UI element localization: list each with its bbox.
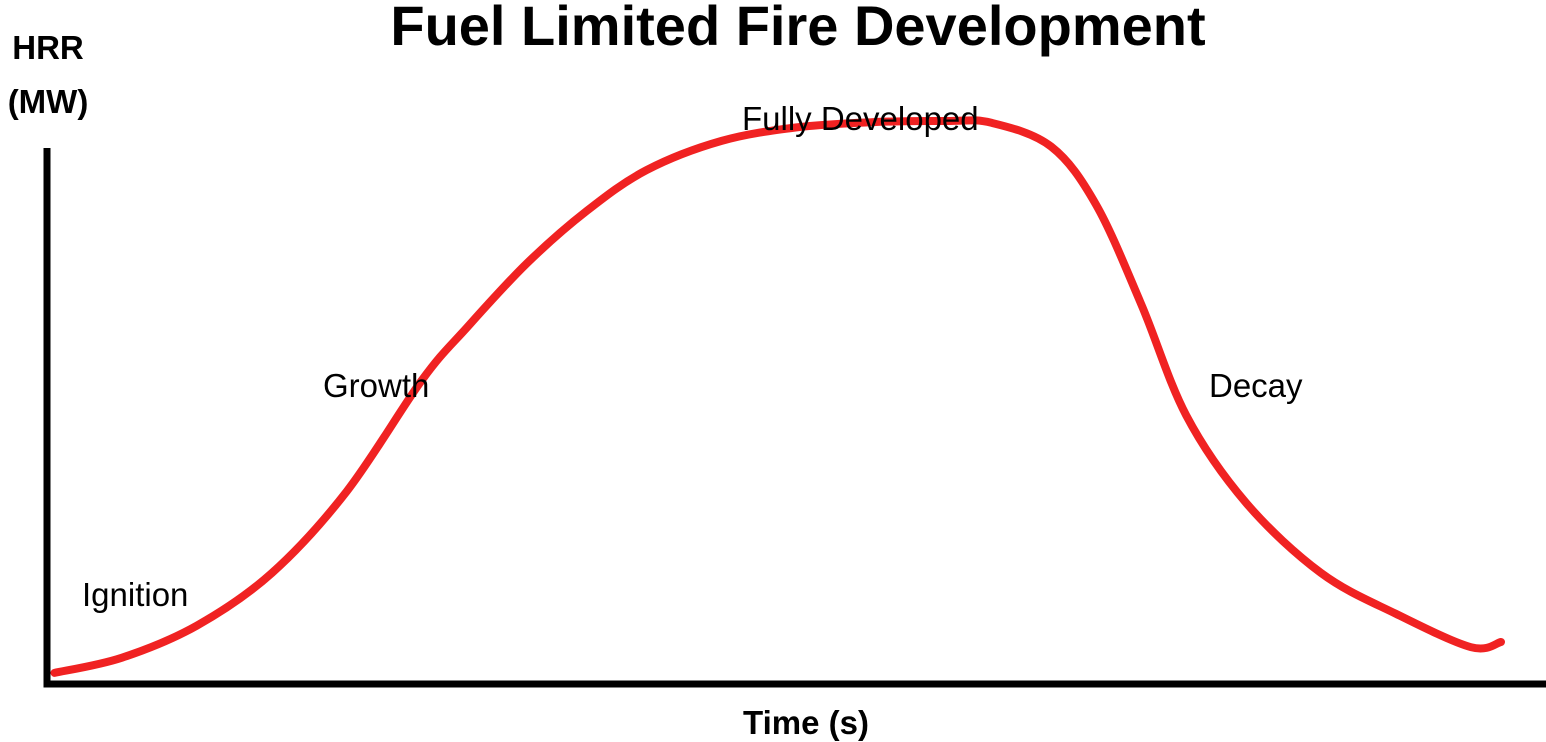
series-line-hrr [50, 116, 1505, 677]
annotation-ignition: Ignition [82, 576, 188, 613]
x-axis-label: Time (s) [743, 704, 869, 741]
y-axis-label-line-2: (MW) [8, 83, 89, 120]
annotation-growth: Growth [323, 367, 429, 404]
chart-title: Fuel Limited Fire Development [390, 0, 1205, 57]
y-axis-label-line-1: HRR [12, 29, 84, 66]
annotation-decay: Decay [1209, 367, 1303, 404]
annotation-fully-developed: Fully Developed [742, 100, 979, 137]
